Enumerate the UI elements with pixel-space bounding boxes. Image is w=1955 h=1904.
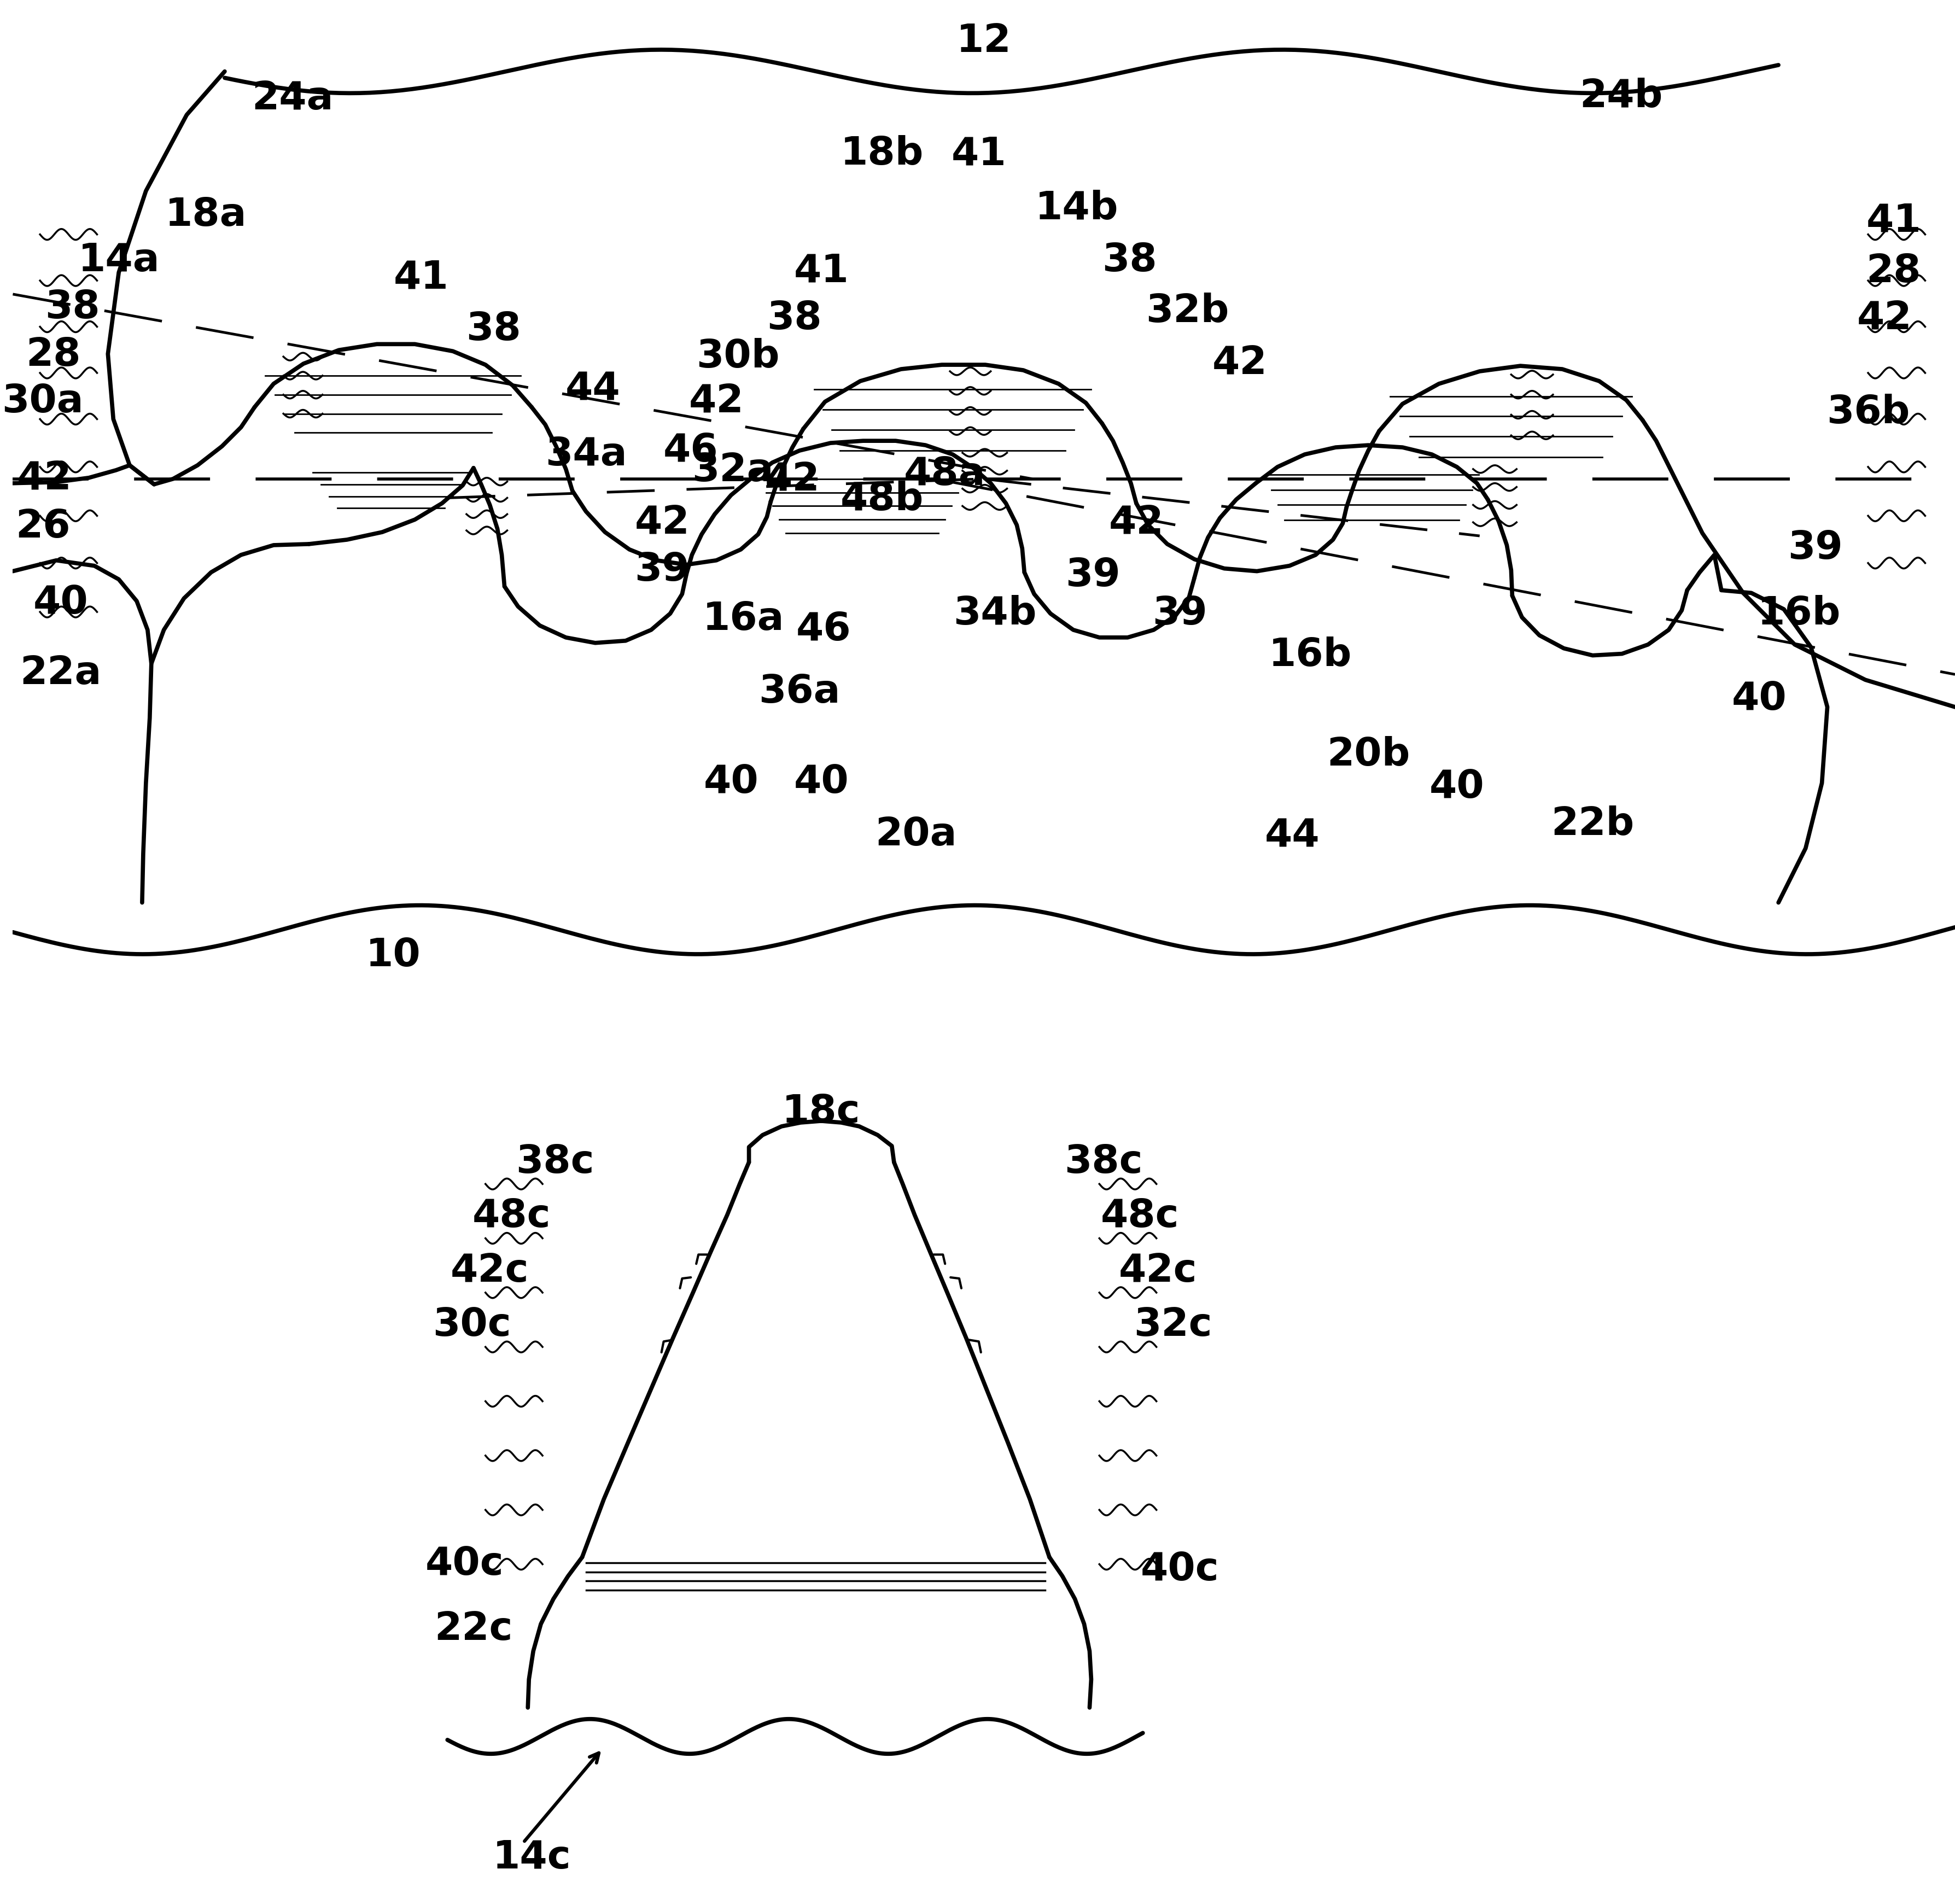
Text: 40c: 40c	[1140, 1550, 1220, 1588]
Text: 32c: 32c	[1134, 1306, 1212, 1344]
Text: 42c: 42c	[1118, 1253, 1196, 1289]
Text: 40: 40	[1429, 769, 1484, 805]
Text: 30a: 30a	[2, 383, 84, 421]
Text: 42: 42	[18, 461, 72, 497]
Text: 16b: 16b	[1269, 636, 1351, 674]
Text: 24b: 24b	[1580, 76, 1662, 114]
Text: 38c: 38c	[516, 1144, 594, 1180]
Text: 39: 39	[1789, 529, 1844, 567]
Text: 32b: 32b	[1146, 293, 1230, 331]
Text: 16b: 16b	[1758, 594, 1842, 632]
Text: 38: 38	[1103, 242, 1157, 280]
Text: 34b: 34b	[954, 594, 1036, 632]
Text: 18a: 18a	[164, 196, 246, 234]
Text: 48c: 48c	[1101, 1198, 1179, 1236]
Text: 30b: 30b	[696, 337, 780, 375]
Text: 18c: 18c	[782, 1093, 860, 1131]
Text: 41: 41	[794, 253, 848, 289]
Text: 28: 28	[1867, 253, 1922, 289]
Text: 20b: 20b	[1327, 737, 1410, 773]
Text: 18b: 18b	[841, 135, 923, 173]
Text: 22c: 22c	[434, 1611, 512, 1649]
Text: 42: 42	[764, 461, 819, 499]
Text: 26: 26	[16, 508, 70, 546]
Text: 12: 12	[956, 23, 1011, 61]
Text: 42c: 42c	[450, 1253, 530, 1289]
Text: 40c: 40c	[426, 1546, 504, 1582]
Text: 36a: 36a	[759, 672, 841, 710]
Text: 42: 42	[1212, 345, 1267, 383]
Text: 39: 39	[635, 552, 690, 588]
Text: 38: 38	[465, 310, 522, 348]
Text: 40: 40	[1732, 680, 1787, 718]
Text: 42: 42	[1857, 299, 1912, 337]
Text: 46: 46	[663, 432, 717, 470]
Text: 24a: 24a	[252, 80, 334, 118]
Text: 38: 38	[766, 299, 821, 337]
Text: 48b: 48b	[841, 480, 923, 518]
Text: 41: 41	[1867, 202, 1922, 240]
Text: 42: 42	[635, 505, 690, 543]
Text: 41: 41	[393, 259, 450, 297]
Text: 48a: 48a	[903, 455, 985, 493]
Text: 32a: 32a	[692, 451, 774, 489]
Text: 10: 10	[366, 937, 420, 975]
Text: 20a: 20a	[876, 815, 956, 853]
Text: 41: 41	[952, 135, 1007, 173]
Text: 14c: 14c	[493, 1839, 571, 1877]
Text: 34a: 34a	[545, 436, 628, 474]
Text: 14b: 14b	[1034, 190, 1118, 227]
Text: 38c: 38c	[1064, 1144, 1144, 1180]
Text: 46: 46	[796, 611, 850, 649]
Text: 22b: 22b	[1550, 805, 1634, 843]
Text: 40: 40	[794, 764, 848, 802]
Text: 38: 38	[45, 289, 100, 327]
Text: 39: 39	[1151, 594, 1208, 632]
Text: 39: 39	[1065, 556, 1120, 594]
Text: 42: 42	[1108, 505, 1163, 543]
Text: 30c: 30c	[432, 1306, 510, 1344]
Text: 40: 40	[33, 585, 88, 621]
Text: 44: 44	[565, 371, 620, 407]
Text: 22a: 22a	[20, 655, 102, 693]
Text: 14a: 14a	[78, 242, 160, 280]
Text: 42: 42	[688, 383, 743, 421]
Text: 44: 44	[1265, 817, 1320, 855]
Text: 40: 40	[704, 764, 759, 802]
Text: 28: 28	[25, 337, 80, 373]
Text: 48c: 48c	[473, 1198, 551, 1236]
Text: 16a: 16a	[702, 600, 784, 638]
Text: 36b: 36b	[1826, 394, 1910, 432]
